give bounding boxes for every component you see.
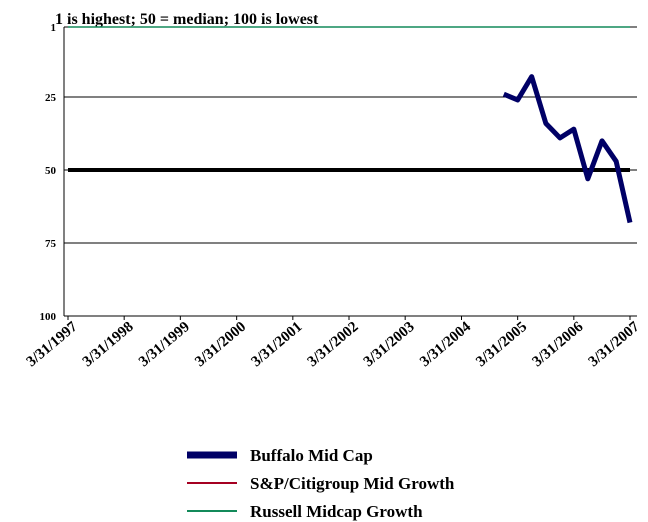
x-tick-label: 3/31/2003 (361, 319, 418, 370)
x-tick-label: 3/31/2007 (586, 318, 643, 370)
x-tick-label: 3/31/1999 (136, 319, 193, 370)
x-tick-label: 3/31/2000 (192, 319, 249, 370)
legend-label: Russell Midcap Growth (250, 502, 423, 521)
legend-label: Buffalo Mid Cap (250, 446, 373, 465)
x-tick-label: 3/31/1997 (24, 318, 81, 370)
series-line (502, 74, 633, 224)
y-tick-label: 25 (45, 92, 57, 104)
legend-label: S&P/Citigroup Mid Growth (250, 474, 455, 493)
chart-subtitle: 1 is highest; 50 = median; 100 is lowest (55, 11, 319, 28)
y-tick-label: 50 (45, 165, 57, 177)
y-tick-label: 100 (40, 311, 57, 323)
x-tick-label: 3/31/2005 (473, 319, 530, 370)
x-tick-label: 3/31/2002 (305, 319, 362, 370)
x-tick-label: 3/31/1998 (80, 319, 137, 370)
y-tick-label: 1 (51, 22, 57, 34)
x-tick-label: 3/31/2006 (530, 318, 587, 370)
x-tick-label: 3/31/2001 (249, 319, 306, 370)
y-tick-label: 75 (45, 238, 57, 250)
x-tick-label: 3/31/2004 (417, 318, 474, 370)
